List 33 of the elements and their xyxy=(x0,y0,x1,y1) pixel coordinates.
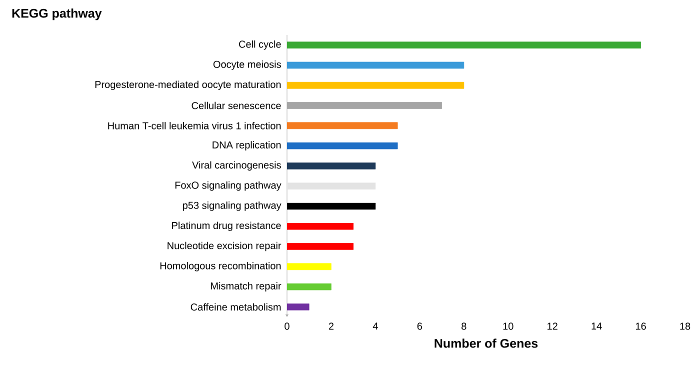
y-tick-label: FoxO signaling pathway xyxy=(175,181,282,191)
text: KEGG pathway xyxy=(12,8,102,20)
y-tick-label: Mismatch repair xyxy=(211,282,282,292)
x-tick-label: 0 xyxy=(284,322,290,330)
bar xyxy=(287,42,641,48)
x-tick-label: 16 xyxy=(636,322,646,330)
bar xyxy=(287,202,376,210)
y-tick-label: p53 signaling pathway xyxy=(183,202,282,211)
bar xyxy=(287,122,398,130)
y-tick-label: Nucleotide excision repair xyxy=(168,242,282,252)
x-tick-label: 8 xyxy=(462,322,466,330)
x-tick-label: 2 xyxy=(328,322,334,330)
x-tick-label: 12 xyxy=(548,322,558,330)
y-tick-label: Cell cycle xyxy=(239,40,281,50)
y-tick-label: Progesterone-mediated oocyte maturation xyxy=(95,80,281,90)
y-tick-label: Cellular senescence xyxy=(192,102,281,110)
bar xyxy=(287,243,354,250)
y-tick-label: Human T-cell leukemia virus 1 infection xyxy=(108,122,281,130)
bar xyxy=(287,222,354,230)
x-tick-label: 14 xyxy=(592,322,602,330)
y-tick-label: Viral carcinogenesis xyxy=(192,161,281,171)
x-tick-label: 4 xyxy=(372,322,378,330)
x-axis-title: Number of Genes xyxy=(434,338,538,348)
x-tick-label: 10 xyxy=(503,322,514,330)
y-tick-label: DNA replication xyxy=(212,141,281,150)
x-tick-label: 18 xyxy=(680,322,690,330)
bar xyxy=(287,62,464,69)
y-tick-label: Platinum drug resistance xyxy=(172,222,281,232)
y-tick-label: Homologous recombination xyxy=(160,262,281,272)
bar xyxy=(287,82,464,89)
y-tick-label: Oocyte meiosis xyxy=(213,60,281,70)
y-tick-label: Caffeine metabolism xyxy=(190,303,281,311)
x-tick-label: 6 xyxy=(417,322,422,330)
